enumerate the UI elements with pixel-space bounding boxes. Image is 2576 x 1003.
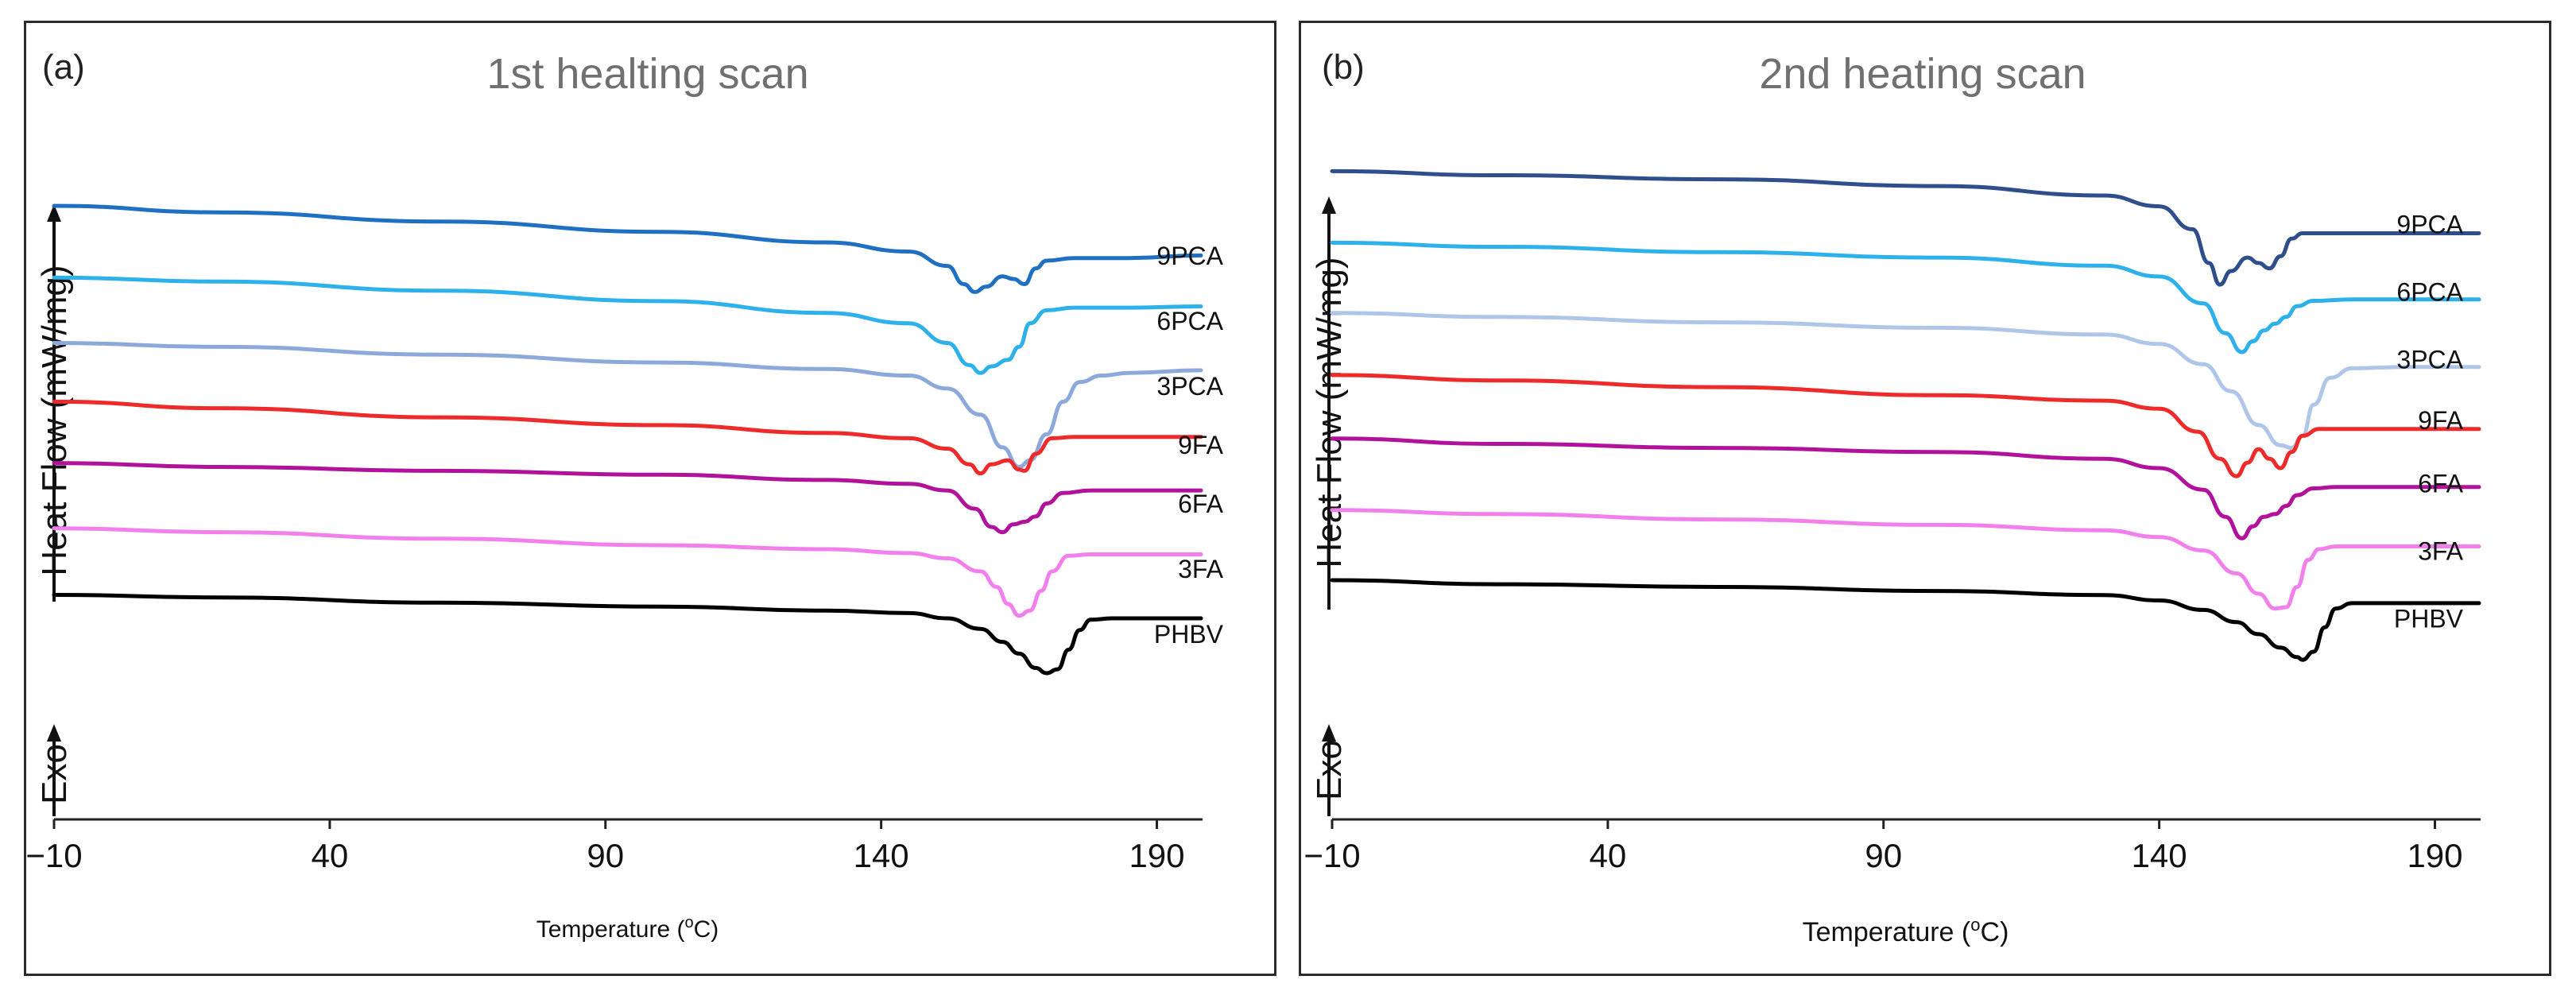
chart-a: (a) 1st healting scan Heat Flow (mW/mg) …	[26, 48, 1224, 943]
series-line-phbv	[1330, 578, 2481, 662]
exo-arrow-head	[1322, 724, 1336, 742]
chart-title: 2nd heating scan	[1759, 50, 2086, 98]
x-tick-label: 90	[587, 837, 624, 874]
x-axis: −10 40 90 140 190	[1303, 818, 2481, 874]
series-line-6pca	[52, 275, 1203, 375]
series-line-9fa	[1330, 373, 2481, 478]
series-line-6pca	[1330, 240, 2481, 354]
x-axis-label-unit: C	[694, 916, 711, 943]
x-axis-label-unit-sup: o	[1970, 915, 1980, 935]
x-tick-label: 140	[854, 837, 909, 874]
x-tick-label: −10	[26, 837, 83, 874]
x-tick-label: 90	[1865, 837, 1902, 874]
series-line-3fa	[52, 526, 1203, 618]
series-label-6fa: 6FA	[2418, 470, 2464, 498]
series-line-9pca	[52, 203, 1203, 294]
series-label-6fa: 6FA	[1178, 490, 1224, 518]
series-label-9pca: 9PCA	[2396, 211, 2463, 239]
series-line-3pca	[1330, 311, 2481, 451]
x-tick-label: 190	[1129, 837, 1184, 874]
heat-flow-arrow-head	[1322, 196, 1336, 214]
series-label-9fa: 9FA	[1178, 431, 1224, 459]
series-label-phbv: PHBV	[2394, 604, 2464, 633]
x-axis: −10 40 90 140 190	[26, 818, 1203, 874]
curves	[52, 203, 1203, 676]
x-tick-label: 190	[2407, 837, 2462, 874]
y-axis-arrows	[1322, 196, 1336, 816]
series-labels: 9PCA 6PCA 3PCA 9FA 6FA 3FA PHBV	[1154, 242, 1224, 649]
x-axis-label-unit-sup: o	[684, 914, 693, 931]
series-label-phbv: PHBV	[1154, 620, 1224, 649]
y-axis-label: Heat Flow (mW/mg)	[35, 265, 74, 575]
x-axis-label-close: )	[2000, 917, 2009, 947]
series-line-3pca	[52, 341, 1203, 469]
x-tick-label: 140	[2132, 837, 2187, 874]
x-axis-label-text: Temperature	[537, 916, 670, 943]
y-axis-arrows	[47, 204, 61, 816]
x-tick-label: −10	[1303, 837, 1360, 874]
exo-arrow-head	[47, 724, 61, 742]
series-label-3pca: 3PCA	[1156, 372, 1223, 401]
series-label-9fa: 9FA	[2418, 406, 2464, 435]
panel-label: (b)	[1322, 48, 1365, 87]
series-label-3pca: 3PCA	[2396, 345, 2463, 374]
panel-b: (b) 2nd heating scan Heat Flow (mW/mg) E…	[1299, 21, 2551, 976]
exo-label: Exo	[35, 744, 74, 804]
series-line-9pca	[1330, 168, 2481, 287]
x-tick-label: 40	[312, 837, 349, 874]
series-label-6pca: 6PCA	[2396, 277, 2463, 306]
x-axis-label-text: Temperature	[1803, 917, 1954, 947]
series-label-9pca: 9PCA	[1156, 242, 1223, 270]
curves	[1330, 168, 2481, 662]
series-label-3fa: 3FA	[2418, 537, 2464, 566]
chart-b: (b) 2nd heating scan Heat Flow (mW/mg) E…	[1303, 48, 2481, 947]
x-axis-label-unit: C	[1981, 917, 2001, 947]
series-line-phbv	[52, 593, 1203, 676]
series-label-3fa: 3FA	[1178, 555, 1224, 583]
series-line-3fa	[1330, 508, 2481, 611]
heat-flow-arrow-head	[47, 204, 61, 222]
x-axis-label-close: )	[711, 916, 719, 943]
exo-label: Exo	[1310, 740, 1349, 800]
panel-a: (a) 1st healting scan Heat Flow (mW/mg) …	[24, 21, 1276, 976]
panel-label: (a)	[42, 48, 85, 87]
x-tick-label: 40	[1590, 837, 1627, 874]
x-axis-label: Temperature (oC)	[1803, 915, 2009, 947]
series-labels: 9PCA 6PCA 3PCA 9FA 6FA 3FA PHBV	[2394, 211, 2464, 633]
chart-title: 1st healting scan	[486, 50, 808, 98]
series-line-6fa	[52, 461, 1203, 535]
series-line-9fa	[52, 399, 1203, 476]
x-axis-label-open: (	[670, 916, 684, 943]
series-line-6fa	[1330, 436, 2481, 540]
series-label-6pca: 6PCA	[1156, 307, 1223, 335]
x-axis-label: Temperature (oC)	[537, 914, 719, 943]
y-axis-label: Heat Flow (mW/mg)	[1310, 257, 1349, 567]
x-axis-label-open: (	[1954, 917, 1970, 947]
